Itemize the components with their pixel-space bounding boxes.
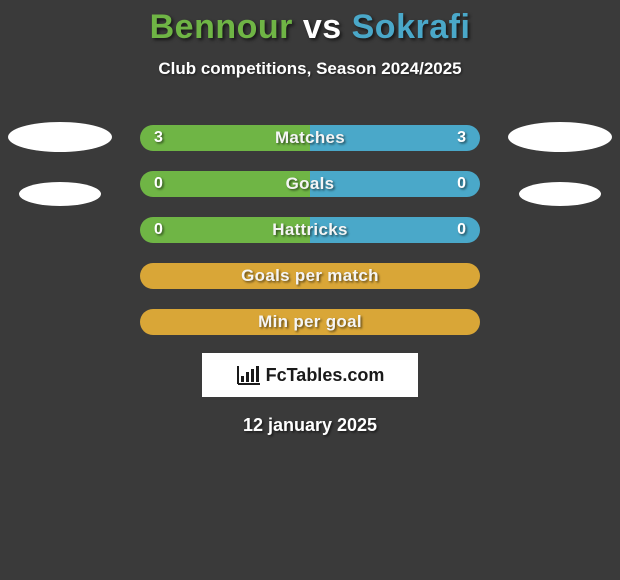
stat-label: Min per goal (258, 312, 362, 332)
bar-chart-icon (236, 364, 262, 386)
stat-label: Goals per match (241, 266, 379, 286)
date-text: 12 january 2025 (0, 415, 620, 436)
brand-text: FcTables.com (266, 365, 385, 386)
subtitle: Club competitions, Season 2024/2025 (0, 59, 620, 79)
page-title: Bennour vs Sokrafi (0, 0, 620, 47)
stat-row: Goals per match (140, 263, 480, 289)
stat-value-right: 3 (457, 129, 466, 147)
comparison-card: Bennour vs Sokrafi Club competitions, Se… (0, 0, 620, 580)
stat-value-left: 3 (154, 129, 163, 147)
player1-name: Bennour (150, 8, 293, 46)
stat-label: Goals (286, 174, 335, 194)
stat-label: Matches (275, 128, 345, 148)
stats-table: 3 Matches 3 0 Goals 0 0 Hattricks 0 Goals per mat… (140, 125, 480, 335)
stat-row: 0 Goals 0 (140, 171, 480, 197)
stat-value-right: 0 (457, 221, 466, 239)
stat-row: 3 Matches 3 (140, 125, 480, 151)
stat-value-right: 0 (457, 175, 466, 193)
stat-value-left: 0 (154, 221, 163, 239)
stat-label: Hattricks (272, 220, 347, 240)
avatar-placeholder (19, 182, 101, 206)
stat-bar-right (310, 171, 480, 197)
avatar-placeholder (519, 182, 601, 206)
left-avatar-group (8, 122, 112, 206)
brand-badge[interactable]: FcTables.com (202, 353, 418, 397)
vs-text: vs (303, 8, 342, 46)
stat-row: 0 Hattricks 0 (140, 217, 480, 243)
stat-row: Min per goal (140, 309, 480, 335)
stat-value-left: 0 (154, 175, 163, 193)
player2-name: Sokrafi (352, 8, 471, 46)
avatar-placeholder (8, 122, 112, 152)
right-avatar-group (508, 122, 612, 206)
stat-bar-left (140, 171, 310, 197)
avatar-placeholder (508, 122, 612, 152)
